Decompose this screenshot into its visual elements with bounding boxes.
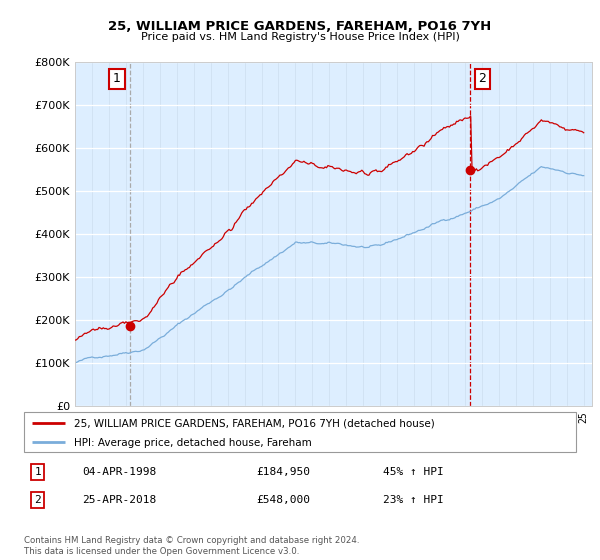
Text: 25, WILLIAM PRICE GARDENS, FAREHAM, PO16 7YH (detached house): 25, WILLIAM PRICE GARDENS, FAREHAM, PO16…	[74, 418, 434, 428]
Text: 2: 2	[478, 72, 486, 85]
Text: £184,950: £184,950	[256, 467, 310, 477]
Text: Contains HM Land Registry data © Crown copyright and database right 2024.
This d: Contains HM Land Registry data © Crown c…	[24, 536, 359, 556]
Text: HPI: Average price, detached house, Fareham: HPI: Average price, detached house, Fare…	[74, 438, 311, 448]
Text: Price paid vs. HM Land Registry's House Price Index (HPI): Price paid vs. HM Land Registry's House …	[140, 32, 460, 43]
Text: 1: 1	[34, 467, 41, 477]
Text: £548,000: £548,000	[256, 495, 310, 505]
Text: 1: 1	[113, 72, 121, 85]
Text: 23% ↑ HPI: 23% ↑ HPI	[383, 495, 443, 505]
FancyBboxPatch shape	[24, 412, 576, 452]
Text: 25, WILLIAM PRICE GARDENS, FAREHAM, PO16 7YH: 25, WILLIAM PRICE GARDENS, FAREHAM, PO16…	[109, 20, 491, 32]
Text: 04-APR-1998: 04-APR-1998	[82, 467, 156, 477]
Text: 25-APR-2018: 25-APR-2018	[82, 495, 156, 505]
Text: 2: 2	[34, 495, 41, 505]
Text: 45% ↑ HPI: 45% ↑ HPI	[383, 467, 443, 477]
